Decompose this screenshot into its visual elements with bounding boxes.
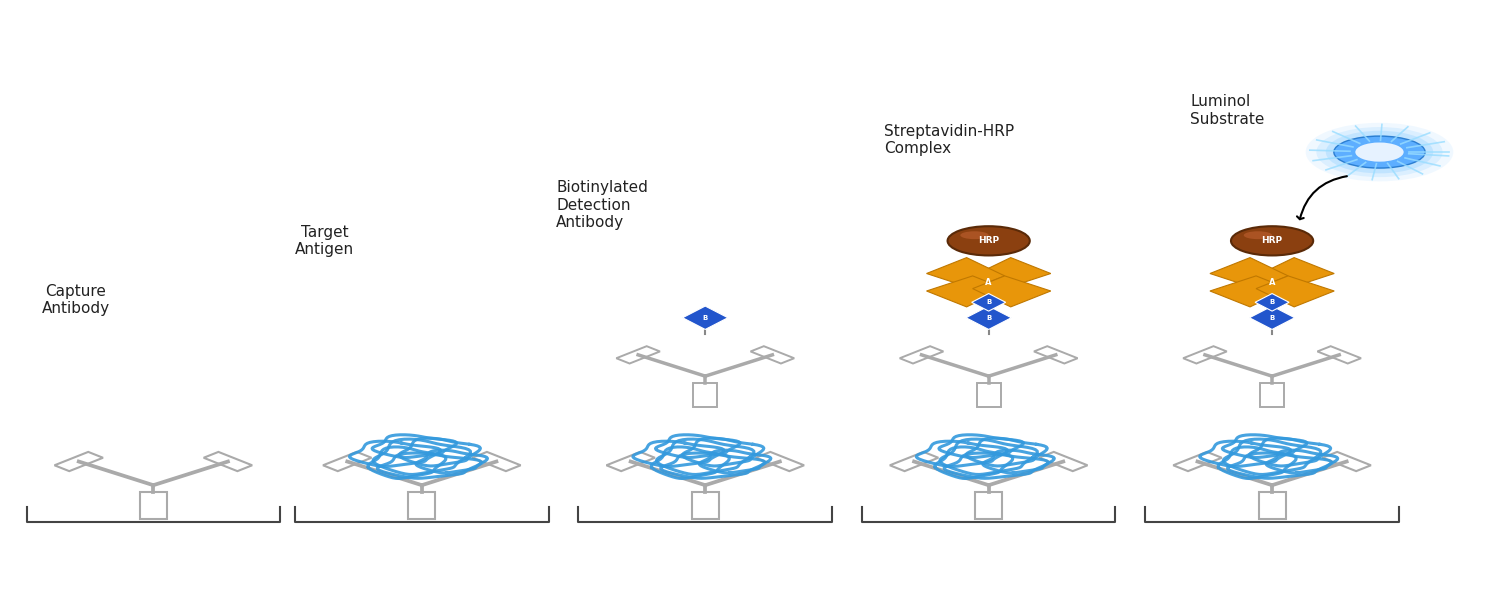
Text: Biotinylated
Detection
Antibody: Biotinylated Detection Antibody — [556, 181, 648, 230]
Polygon shape — [1250, 306, 1294, 329]
Text: A: A — [1269, 278, 1275, 287]
Text: HRP: HRP — [978, 236, 999, 245]
Text: Streptavidin-HRP
Complex: Streptavidin-HRP Complex — [884, 124, 1014, 157]
Ellipse shape — [1232, 226, 1312, 256]
Polygon shape — [1256, 276, 1334, 307]
Text: A: A — [986, 278, 992, 287]
Text: Luminol
Substrate: Luminol Substrate — [1190, 94, 1264, 127]
Polygon shape — [1210, 276, 1288, 307]
Polygon shape — [1256, 257, 1334, 289]
Polygon shape — [682, 306, 728, 329]
Ellipse shape — [960, 231, 988, 239]
Ellipse shape — [1334, 136, 1425, 168]
Text: B: B — [1269, 299, 1275, 305]
Polygon shape — [1256, 293, 1288, 311]
Polygon shape — [966, 306, 1011, 329]
Polygon shape — [972, 276, 1052, 307]
Circle shape — [1317, 127, 1443, 177]
Text: HRP: HRP — [1262, 236, 1282, 245]
Circle shape — [1356, 142, 1404, 161]
Circle shape — [1305, 123, 1454, 181]
Text: B: B — [1269, 315, 1275, 321]
Polygon shape — [927, 257, 1005, 289]
Text: Target
Antigen: Target Antigen — [296, 224, 354, 257]
Text: B: B — [986, 315, 992, 321]
Polygon shape — [972, 293, 1005, 311]
Text: B: B — [986, 299, 992, 305]
Circle shape — [1326, 131, 1432, 173]
Ellipse shape — [948, 226, 1030, 256]
Ellipse shape — [1244, 231, 1272, 239]
Polygon shape — [1210, 257, 1288, 289]
Circle shape — [1336, 135, 1422, 169]
Text: B: B — [702, 315, 708, 321]
Polygon shape — [927, 276, 1005, 307]
Text: Capture
Antibody: Capture Antibody — [42, 284, 110, 316]
Polygon shape — [972, 257, 1052, 289]
